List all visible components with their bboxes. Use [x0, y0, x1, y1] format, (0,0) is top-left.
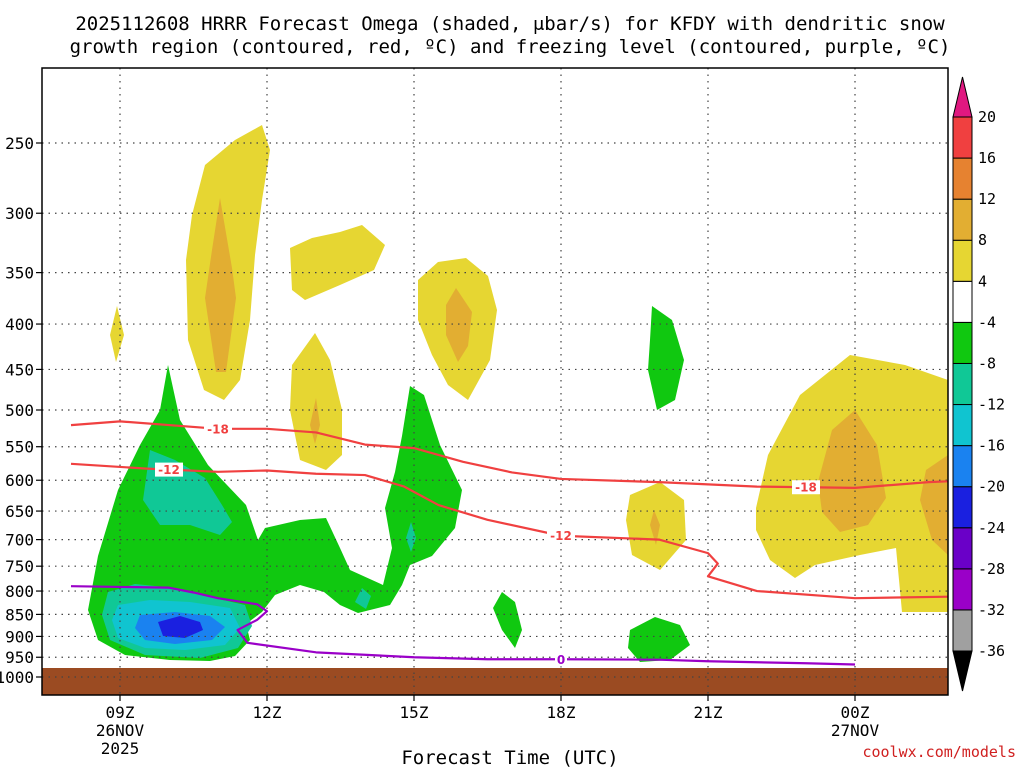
lift-left-main: [88, 365, 462, 661]
x-tick-label-09Z: 09Z: [106, 703, 135, 722]
contour-line-dgz-top: [70, 420, 948, 489]
y-tick-label-350: 350: [5, 264, 34, 283]
colorbar-label-20: 20: [978, 108, 996, 126]
grid-lines: [42, 68, 948, 695]
contour-line-freezing-level: [70, 585, 856, 666]
y-axis: 250 300 350 400 450 500 550 600 650 700 750 800 850 9…: [0, 134, 42, 687]
x-axis-label: Forecast Time (UTC): [401, 747, 618, 768]
x-tick-label-18Z: 18Z: [547, 703, 576, 722]
contour-label-freezing-level-0: 0: [557, 653, 565, 667]
colorbar-label--32: -32: [978, 601, 1005, 619]
lift-lower-21z: [628, 617, 690, 662]
contour-label-dgz-top-0: -18: [207, 422, 229, 436]
colorbar-segment--8-to--4: [952, 321, 973, 364]
contour-label-bg-dgz-bottom-1: [547, 528, 575, 543]
credit-text: coolwx.com/models: [862, 743, 1016, 761]
colorbar-label-4: 4: [978, 272, 987, 290]
lift-small-core-a: [355, 588, 371, 609]
colorbar-label-12: 12: [978, 190, 996, 208]
sink-mid-upper: [290, 225, 385, 300]
contour-label-bg-dgz-top-0: [204, 421, 232, 436]
lift-left-peak: [158, 616, 203, 638]
sink-15z-core: [446, 288, 472, 362]
colorbar: -36 -32 -28 -24 -20 -16 -12 -8 -4 4 8 12 16 20: [952, 76, 1005, 692]
plot-border: [41, 67, 949, 696]
colorbar-segment--24-to--20: [952, 486, 973, 529]
y-tick-label-800: 800: [5, 582, 34, 601]
y-tick-label-650: 650: [5, 502, 34, 521]
colorbar-label--16: -16: [978, 437, 1005, 455]
colorbar-segment-8-to-12: [952, 198, 973, 241]
sink-right-core: [818, 410, 886, 532]
y-tick-label-450: 450: [5, 360, 34, 379]
y-tick-label-500: 500: [5, 401, 34, 420]
colorbar-segment--36-to--32: [952, 609, 973, 652]
colorbar-segment-4-to-8: [952, 239, 973, 282]
y-tick-label-550: 550: [5, 438, 34, 457]
sink-upper-core: [205, 198, 236, 372]
y-tick-label-600: 600: [5, 471, 34, 490]
lift-upper-21z: [648, 306, 684, 410]
lift-lower-18z: [493, 592, 522, 648]
colorbar-extend-high: [952, 76, 973, 118]
colorbar-label--36: -36: [978, 642, 1005, 660]
contour-label-dgz-top-1: -18: [795, 481, 817, 495]
colorbar-label-16: 16: [978, 149, 996, 167]
y-tick-label-300: 300: [5, 204, 34, 223]
x-tick-label-12Z: 12Z: [253, 703, 282, 722]
colorbar-segment-12-to-16: [952, 157, 973, 200]
colorbar-label-8: 8: [978, 231, 987, 249]
sink-small-left: [110, 306, 124, 362]
colorbar-segment--20-to--16: [952, 445, 973, 488]
y-tick-label-950: 950: [5, 648, 34, 667]
contour-label-bg-dgz-bottom-0: [155, 462, 183, 477]
x-date-label-27NOV: 27NOV: [831, 721, 880, 740]
y-tick-label-1000: 1000: [0, 668, 34, 687]
colorbar-label--24: -24: [978, 519, 1005, 537]
contour-label-bg-freezing-level-0: [555, 652, 567, 667]
colorbar-label--4: -4: [978, 313, 996, 331]
colorbar-segment--16-to--12: [952, 404, 973, 447]
y-tick-label-700: 700: [5, 531, 34, 550]
colorbar-extend-low: [952, 650, 973, 692]
colorbar-segment-16-to-20: [952, 116, 973, 159]
y-tick-label-900: 900: [5, 627, 34, 646]
x-tick-label-00Z: 00Z: [841, 703, 870, 722]
y-tick-label-750: 750: [5, 557, 34, 576]
x-tick-label-21Z: 21Z: [694, 703, 723, 722]
contour-labels: -18 -18 -12 -12 0: [155, 421, 820, 667]
colorbar-label--12: -12: [978, 396, 1005, 414]
contour-label-dgz-bottom-1: -12: [550, 529, 572, 543]
colorbar-segment--32-to--28: [952, 568, 973, 611]
colorbar-segment--12-to--8: [952, 362, 973, 406]
colorbar-label--28: -28: [978, 560, 1005, 578]
colorbar-label--20: -20: [978, 478, 1005, 496]
colorbar-segment--4-to-4: [952, 280, 973, 323]
y-tick-label-250: 250: [5, 134, 34, 153]
contour-label-dgz-bottom-0: -12: [158, 463, 180, 477]
contour-label-bg-dgz-top-1: [792, 480, 820, 495]
lift-small-core-b: [406, 522, 416, 552]
ground-surface: [42, 668, 948, 695]
x-tick-label-15Z: 15Z: [400, 703, 429, 722]
y-tick-label-850: 850: [5, 605, 34, 624]
contour-lines: [70, 420, 948, 666]
sink-21z-core: [650, 510, 660, 545]
x-year-label-2025: 2025: [101, 739, 140, 758]
colorbar-segment--28-to--24: [952, 527, 973, 570]
colorbar-label--8: -8: [978, 354, 996, 372]
contour-line-dgz-bottom: [70, 462, 948, 600]
chart-title-line2: growth region (contoured, red, ºC) and f…: [70, 36, 951, 58]
y-tick-label-400: 400: [5, 315, 34, 334]
x-date-label-26NOV: 26NOV: [96, 721, 145, 740]
chart-title-line1: 2025112608 HRRR Forecast Omega (shaded, …: [75, 13, 945, 35]
